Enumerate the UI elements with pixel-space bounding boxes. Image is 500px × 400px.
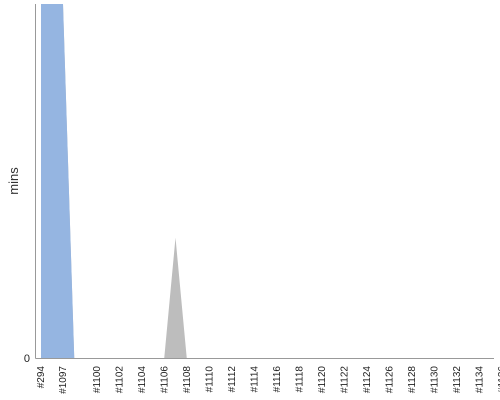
series-area-1	[41, 4, 500, 358]
x-tick-label: #1128	[407, 366, 418, 394]
series-area-2	[41, 4, 500, 358]
x-tick-label: #1114	[249, 366, 260, 393]
x-tick-label: #1100	[92, 366, 103, 394]
x-tick-label: #1102	[114, 366, 125, 394]
x-tick-label: #1108	[182, 366, 193, 394]
x-tick-label: #1097	[58, 366, 69, 394]
x-tick-label: #294	[36, 366, 47, 389]
x-tick-label: #1122	[339, 366, 350, 394]
x-tick-label: #1112	[227, 366, 238, 393]
x-tick-label: #1136	[497, 366, 500, 394]
x-tick-label: #1126	[384, 366, 395, 394]
axes-layer	[35, 4, 494, 359]
x-tick-labels: #294 #1097 #1100 #1102 #1104 #1106 #1108 #1110 #…	[36, 366, 500, 394]
y-axis-label: mins	[6, 167, 21, 195]
x-tick-label: #1104	[137, 366, 148, 394]
x-tick-label: #1130	[429, 366, 440, 394]
y-tick-label: 0	[24, 353, 30, 365]
x-tick-label: #1110	[204, 366, 215, 393]
series-layer	[41, 4, 500, 358]
x-tick-label: #1124	[362, 366, 373, 394]
x-tick-label: #1120	[317, 366, 328, 394]
x-tick-label: #1134	[474, 366, 485, 394]
x-tick-label: #1106	[159, 366, 170, 394]
x-tick-label: #1132	[452, 366, 463, 394]
x-tick-label: #1116	[272, 366, 283, 393]
x-tick-label: #1118	[294, 366, 305, 393]
